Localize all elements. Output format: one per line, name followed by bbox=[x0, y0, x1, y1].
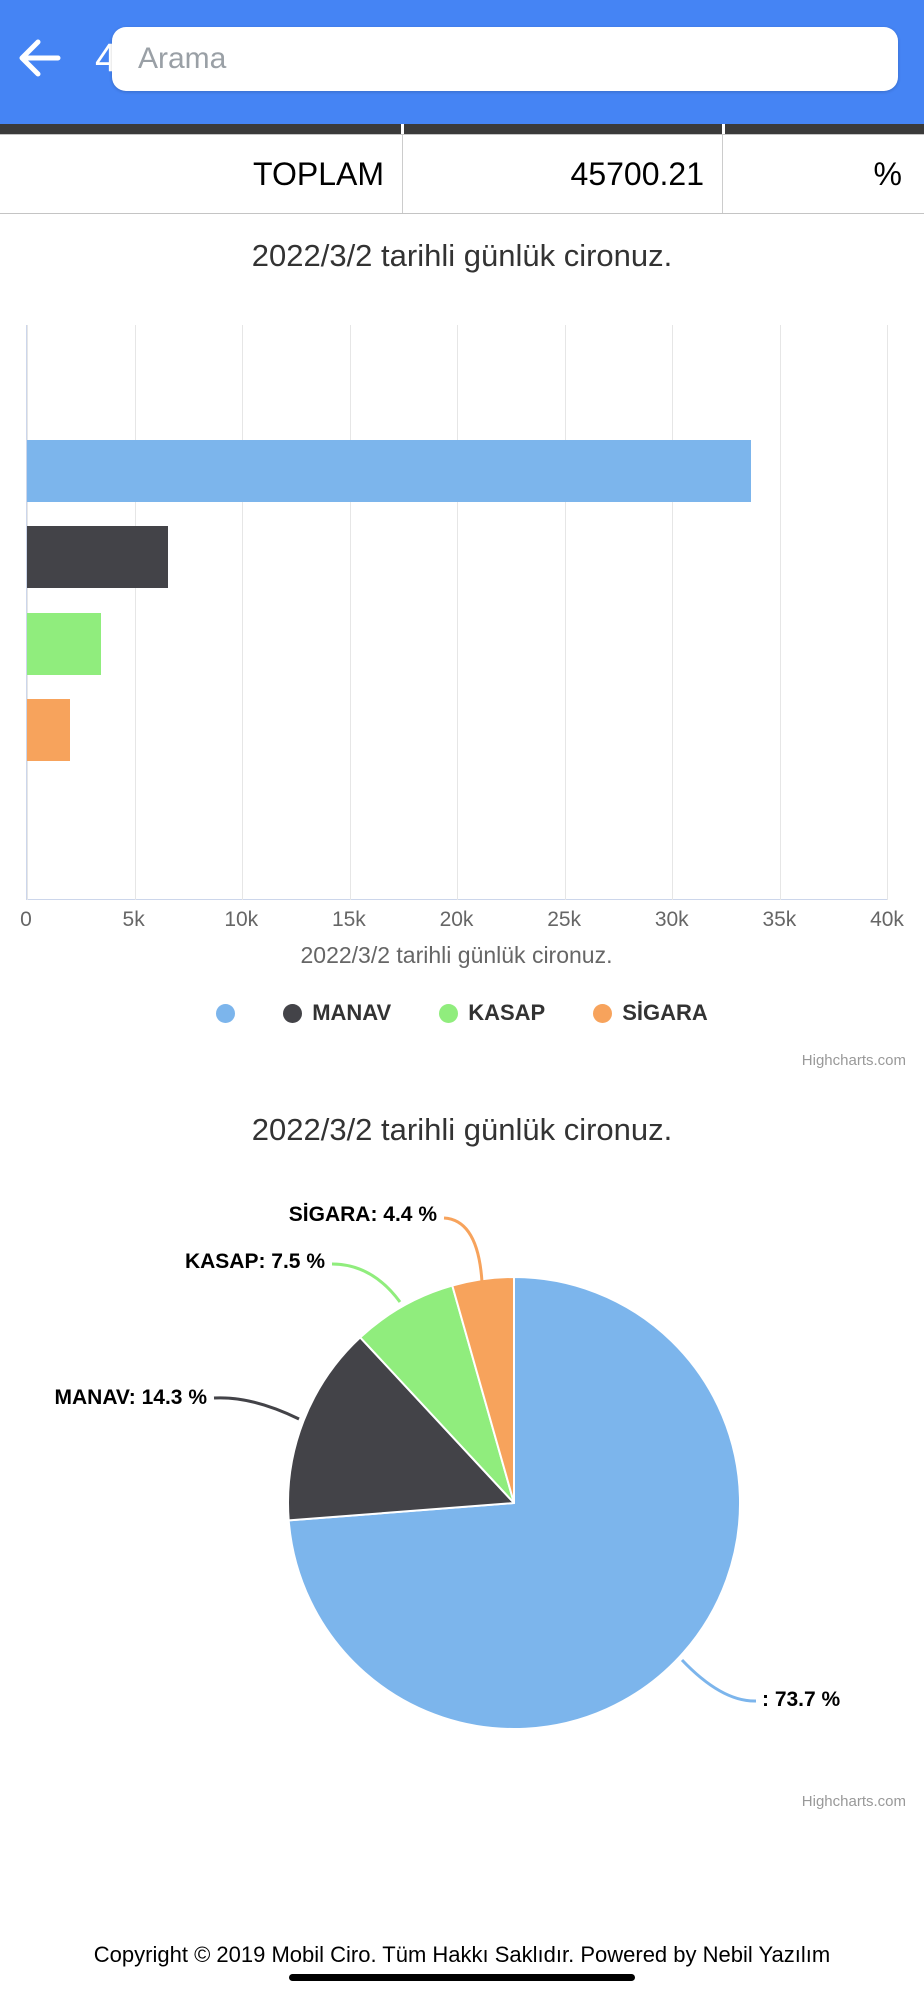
totals-row: TOPLAM 45700.21 % bbox=[0, 134, 924, 214]
pie-slice-1-MANAV[interactable] bbox=[287, 1336, 515, 1522]
back-arrow-icon bbox=[12, 39, 68, 89]
gridline bbox=[242, 325, 243, 900]
gridline bbox=[779, 325, 781, 900]
legend-item-2-KASAP[interactable]: KASAP bbox=[439, 1000, 545, 1026]
legend-item-0[interactable] bbox=[216, 1003, 236, 1023]
legend-label: SİGARA bbox=[622, 1000, 708, 1025]
gridline bbox=[564, 325, 566, 900]
legend-item-3-SİGARA[interactable]: SİGARA bbox=[593, 1000, 708, 1026]
totals-value-cell: 45700.21 bbox=[402, 135, 722, 213]
bar-3-SİGARA[interactable] bbox=[27, 698, 71, 761]
x-tick-label: 10k bbox=[224, 908, 259, 931]
table-header-strip bbox=[0, 124, 924, 134]
bar-chart-title: 2022/3/2 tarihli günlük cironuz. bbox=[251, 238, 673, 273]
x-tick-label: 30k bbox=[654, 908, 689, 931]
gridline bbox=[887, 325, 888, 900]
bar-0[interactable] bbox=[27, 440, 752, 502]
gridline bbox=[672, 325, 673, 900]
highcharts-credit-link[interactable]: Highcharts.com bbox=[801, 1052, 906, 1069]
pie-datalabel-sigara: SİGARA: 4.4 % bbox=[288, 1203, 437, 1226]
x-tick-label: 20k bbox=[439, 908, 474, 931]
x-tick-label: 40k bbox=[870, 908, 904, 931]
pie-connector-main bbox=[680, 1658, 757, 1703]
x-tick-label: 15k bbox=[331, 908, 366, 931]
highcharts-credit-link[interactable]: Highcharts.com bbox=[801, 1793, 906, 1810]
pie-datalabel-manav: MANAV: 14.3 % bbox=[54, 1386, 208, 1409]
legend-label: KASAP bbox=[468, 1000, 546, 1025]
x-tick-label: 25k bbox=[547, 908, 582, 931]
table-header-cell bbox=[725, 124, 924, 134]
header-title: 4 bbox=[95, 36, 118, 80]
x-tick-label: 0 bbox=[20, 908, 32, 931]
bar-xaxis-title: 2022/3/2 tarihli günlük cironuz. bbox=[300, 942, 613, 968]
app-header: 4 bbox=[0, 0, 924, 124]
bar-legend: MANAV KASAP SİGARA bbox=[0, 1000, 924, 1026]
gridline bbox=[457, 325, 458, 900]
legend-marker-icon bbox=[283, 1003, 303, 1023]
pie-connector-manav bbox=[213, 1396, 300, 1421]
table-header-cell bbox=[404, 124, 722, 134]
legend-item-1-MANAV[interactable]: MANAV bbox=[283, 1000, 391, 1026]
legend-marker-icon bbox=[439, 1003, 459, 1023]
totals-percent-cell: % bbox=[722, 135, 924, 213]
bar-1-MANAV[interactable] bbox=[27, 526, 168, 589]
pie-svg bbox=[213, 1216, 757, 1730]
home-indicator[interactable] bbox=[289, 1974, 635, 1981]
pie-chart-title: 2022/3/2 tarihli günlük cironuz. bbox=[251, 1112, 673, 1147]
x-tick-label: 5k bbox=[122, 908, 145, 931]
bar-plot bbox=[26, 325, 888, 900]
copyright-text: Copyright © 2019 Mobil Ciro. Tüm Hakkı S… bbox=[93, 1942, 831, 1967]
table-header-cell bbox=[0, 124, 401, 134]
pie-datalabel-kasap: KASAP: 7.5 % bbox=[184, 1250, 325, 1273]
gridline bbox=[134, 325, 136, 900]
legend-label: MANAV bbox=[312, 1000, 392, 1025]
bar-xticks: 0 5k 10k 15k 20k 25k 30k 35k 40k bbox=[20, 908, 904, 936]
x-tick-label: 35k bbox=[762, 908, 797, 931]
search-box bbox=[112, 27, 898, 91]
legend-marker-icon bbox=[216, 1003, 236, 1023]
pie-datalabel-main: : 73.7 % bbox=[762, 1688, 841, 1711]
search-input[interactable] bbox=[112, 27, 898, 91]
legend-marker-icon bbox=[593, 1003, 613, 1023]
back-button[interactable] bbox=[8, 27, 72, 91]
totals-label-cell: TOPLAM bbox=[253, 156, 384, 192]
gridline bbox=[349, 325, 351, 900]
pie-connectors bbox=[213, 1216, 757, 1703]
pie-connector-sigara bbox=[443, 1216, 484, 1283]
bar-2-KASAP[interactable] bbox=[27, 612, 101, 675]
pie-connector-kasap bbox=[331, 1262, 402, 1303]
pie-slice-2-KASAP[interactable] bbox=[359, 1284, 515, 1504]
pie-slices bbox=[287, 1276, 741, 1730]
